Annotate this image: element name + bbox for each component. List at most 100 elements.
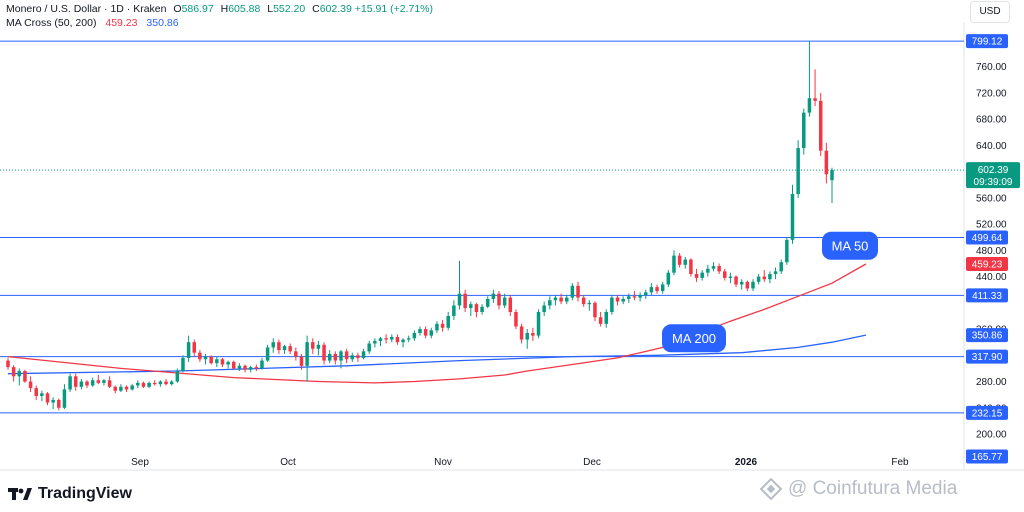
axis-value-label-text: 350.86 (972, 331, 1003, 342)
candle (271, 338, 276, 353)
candle-body (745, 281, 750, 289)
y-tick-label: 680.00 (976, 115, 1007, 126)
candle-body (260, 360, 264, 369)
candle-body (519, 326, 524, 340)
candle (339, 350, 343, 369)
chart-header: Monero / U.S. Dollar · 1D · Kraken O586.… (0, 0, 1024, 36)
candle-body (322, 344, 326, 361)
candle-body (265, 347, 270, 361)
candle-body (96, 380, 101, 383)
candle (147, 381, 151, 389)
candle-body (802, 112, 806, 149)
candle-body (598, 317, 603, 324)
candle (813, 69, 817, 107)
candle (215, 356, 219, 368)
candle (356, 352, 360, 362)
symbol-info[interactable]: Monero / U.S. Dollar · 1D · Kraken O586.… (6, 3, 433, 15)
candle-body (553, 297, 558, 301)
candle (621, 296, 625, 305)
candle-body (226, 361, 230, 365)
candle-body (807, 98, 812, 113)
candle (243, 364, 247, 373)
candle-body (683, 259, 688, 265)
candle (480, 304, 484, 315)
candle-body (327, 353, 332, 361)
level-label-text: 232.15 (972, 408, 1003, 419)
candle-body (728, 276, 733, 278)
candle-body (723, 271, 727, 278)
candle-body (796, 148, 800, 194)
candle (519, 323, 524, 344)
candle (322, 342, 326, 365)
candle (367, 340, 371, 354)
candle (418, 326, 422, 336)
candle-body (581, 297, 586, 305)
candle-body (480, 306, 484, 313)
candle (604, 309, 608, 328)
candle-body (311, 342, 315, 349)
candle (260, 357, 264, 370)
indicator-legend[interactable]: MA Cross (50, 200) 459.23 350.86 (6, 17, 179, 29)
candle-body (40, 393, 44, 396)
candle-body (237, 365, 242, 369)
candle-body (734, 276, 738, 285)
candle (226, 360, 230, 369)
candle-body (435, 323, 439, 331)
candle (23, 369, 27, 383)
candle (390, 334, 394, 343)
candle (491, 289, 496, 303)
x-tick-label: Feb (891, 457, 909, 468)
level-label-box (966, 34, 1008, 49)
candle-body (457, 293, 462, 306)
candle-body (638, 294, 642, 298)
change-value: +15.91 (+2.71%) (354, 3, 434, 15)
candle (469, 301, 473, 316)
candle-body (649, 287, 654, 293)
candle (11, 365, 16, 382)
candle (457, 260, 462, 310)
candle-body (632, 296, 637, 298)
indicator-name: MA Cross (50, 200) (6, 17, 97, 29)
y-tick-label: 720.00 (976, 88, 1007, 99)
candle (717, 263, 721, 274)
candle (830, 167, 834, 204)
candle-body (452, 305, 456, 316)
candle-body (220, 359, 225, 365)
y-tick-label: 520.00 (976, 220, 1007, 231)
candle (756, 273, 761, 285)
currency-button[interactable]: USD (970, 1, 1010, 23)
candle (40, 390, 44, 402)
candle (119, 384, 123, 393)
candle-body (141, 382, 146, 387)
candle (158, 380, 163, 387)
candle-body (542, 305, 546, 313)
candle-body (824, 150, 829, 175)
candle (581, 294, 586, 307)
candle (615, 294, 620, 306)
candle-body (412, 333, 417, 339)
candle-body (119, 386, 123, 391)
candle (655, 284, 659, 294)
candle-body (390, 336, 394, 340)
candle-body (350, 355, 355, 360)
candle (598, 312, 603, 327)
candle (220, 357, 225, 368)
candle-body (813, 98, 817, 101)
open-key: O (173, 3, 182, 15)
level-label-box (966, 230, 1008, 245)
candle (232, 360, 236, 370)
candle (79, 378, 84, 390)
candle-body (169, 381, 174, 385)
candle (152, 380, 157, 386)
candle-body (147, 382, 151, 387)
candle-body (502, 297, 507, 306)
candle (73, 373, 78, 391)
candle-body (756, 276, 761, 282)
x-tick-label: Oct (280, 457, 296, 468)
candle-body (706, 268, 710, 273)
tradingview-brand[interactable]: TradingView (8, 485, 132, 503)
candle (508, 294, 513, 316)
candle (209, 355, 213, 365)
candle (525, 329, 529, 349)
